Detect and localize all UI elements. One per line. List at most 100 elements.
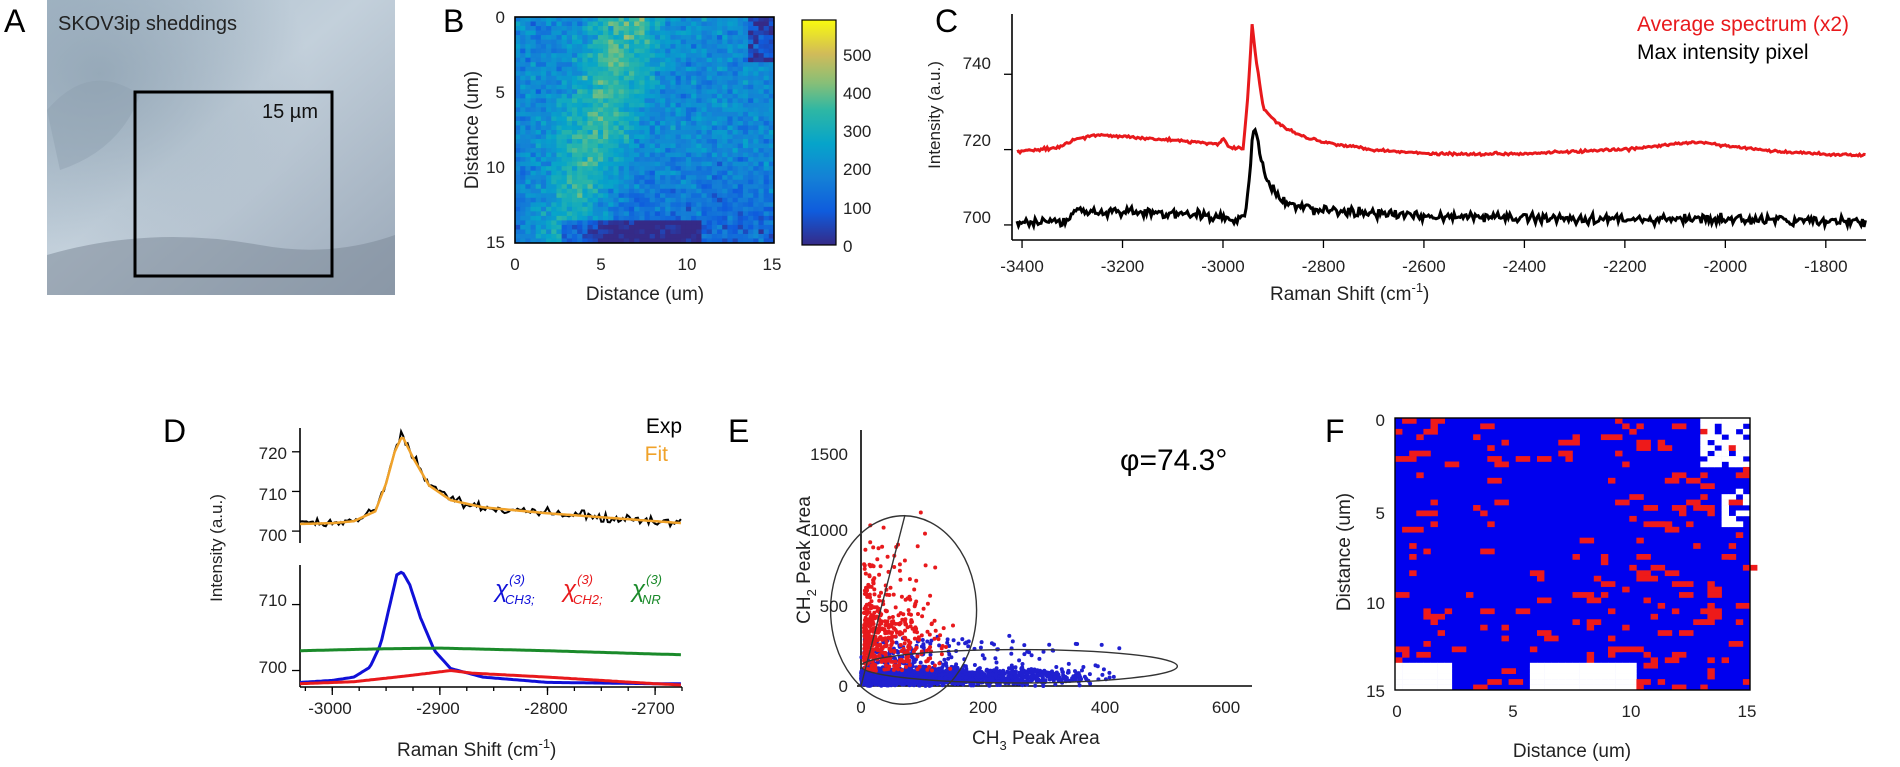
heatmap-cell (649, 238, 656, 244)
heatmap-cell (540, 184, 547, 190)
heatmap-cell (644, 238, 651, 244)
heatmap-cell (732, 152, 739, 158)
heatmap-cell (546, 120, 552, 126)
heatmap-cell (592, 30, 599, 36)
heatmap-cell (525, 143, 531, 149)
heatmap-cell (608, 107, 614, 113)
heatmap-cell (592, 71, 599, 77)
heatmap-cell (546, 215, 552, 221)
heatmap-cell (571, 125, 578, 131)
heatmap-cell (592, 184, 599, 190)
heatmap-cell (608, 215, 614, 221)
heatmap-cell (551, 89, 557, 95)
heatmap-cell (551, 35, 557, 40)
heatmap-cell (753, 107, 759, 113)
heatmap-cell (680, 148, 687, 153)
heatmap-cell (654, 148, 661, 153)
heatmap-cell (691, 62, 697, 68)
heatmap-cell (701, 130, 708, 135)
heatmap-cell (566, 30, 573, 36)
heatmap-cell (561, 130, 568, 135)
heatmap-cell (556, 84, 563, 90)
heatmap-cell (654, 202, 661, 208)
heatmap-cell (748, 193, 754, 199)
heatmap-cell (608, 75, 614, 81)
heatmap-cell (618, 26, 625, 31)
heatmap-cell (639, 184, 645, 190)
heatmap-cell (571, 170, 578, 176)
heatmap-cell (685, 53, 692, 59)
heatmap-cell (613, 44, 619, 50)
heatmap-cell (644, 143, 651, 149)
heatmap-cell (628, 62, 635, 68)
heatmap-cell (680, 188, 687, 194)
heatmap-cell (561, 152, 568, 158)
heatmap-cell (582, 224, 588, 230)
heatmap-cell (742, 17, 749, 22)
intensity-heatmap (515, 17, 775, 244)
heatmap-cell (634, 220, 640, 226)
heatmap-cell (520, 193, 526, 199)
heatmap-cell (670, 111, 676, 117)
heatmap-cell (577, 148, 583, 153)
scatter-point-ch3 (1100, 672, 1105, 677)
heatmap-cell (670, 220, 676, 226)
heatmap-cell (654, 229, 661, 235)
heatmap-cell (603, 166, 609, 172)
heatmap-cell (587, 125, 594, 131)
heatmap-cell (515, 166, 521, 172)
heatmap-cell (556, 206, 563, 212)
heatmap-cell (763, 197, 770, 203)
heatmap-cell (680, 139, 687, 144)
heatmap-cell (520, 157, 526, 163)
heatmap-cell (571, 89, 578, 95)
heatmap-cell (717, 35, 723, 40)
heatmap-cell (685, 134, 692, 140)
heatmap-cell (587, 98, 594, 104)
heatmap-cell (597, 120, 604, 126)
heatmap-cell (654, 152, 661, 158)
heatmap-cell (748, 229, 754, 235)
heatmap-cell (675, 211, 682, 217)
heatmap-cell (530, 35, 537, 40)
heatmap-cell (706, 197, 713, 203)
b-xtick: 15 (763, 255, 782, 274)
heatmap-cell (520, 139, 526, 144)
heatmap-cell (665, 179, 671, 185)
heatmap-cell (748, 211, 754, 217)
heatmap-cell (732, 202, 739, 208)
heatmap-cell (685, 116, 692, 122)
heatmap-cell (748, 30, 754, 36)
heatmap-cell (717, 188, 723, 194)
heatmap-cell (711, 161, 718, 167)
heatmap-cell (737, 233, 744, 239)
heatmap-cell (701, 71, 708, 77)
heatmap-cell (603, 130, 609, 135)
heatmap-cell (649, 188, 656, 194)
heatmap-cell (691, 21, 697, 27)
heatmap-cell (520, 143, 526, 149)
heatmap-cell (763, 75, 770, 81)
heatmap-cell (753, 48, 759, 54)
heatmap-cell (768, 148, 775, 153)
heatmap-cell (665, 238, 671, 244)
heatmap-cell (753, 21, 759, 27)
heatmap-cell (587, 229, 594, 235)
heatmap-cell (654, 170, 661, 176)
heatmap-cell (717, 125, 723, 131)
heatmap-cell (571, 62, 578, 68)
heatmap-cell (670, 161, 676, 167)
heatmap-cell (634, 120, 640, 126)
heatmap-cell (717, 202, 723, 208)
heatmap-cell (768, 134, 775, 140)
heatmap-cell (628, 224, 635, 230)
heatmap-cell (597, 98, 604, 104)
heatmap-cell (639, 238, 645, 244)
heatmap-cell (649, 62, 656, 68)
heatmap-cell (623, 215, 630, 221)
heatmap-cell (722, 30, 728, 36)
heatmap-cell (566, 170, 573, 176)
heatmap-cell (525, 111, 531, 117)
heatmap-cell (685, 89, 692, 95)
heatmap-cell (561, 44, 568, 50)
